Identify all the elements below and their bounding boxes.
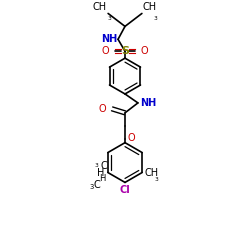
Text: CH: CH — [143, 2, 157, 12]
Text: C: C — [101, 162, 107, 172]
Text: $_3$C: $_3$C — [89, 178, 102, 192]
Text: Cl: Cl — [120, 186, 130, 196]
Text: O: O — [98, 104, 106, 114]
Text: CH: CH — [144, 168, 158, 178]
Text: S: S — [121, 46, 129, 56]
Text: CH: CH — [93, 2, 107, 12]
Text: $_3$: $_3$ — [154, 176, 160, 184]
Text: NH: NH — [140, 98, 156, 108]
Text: O: O — [141, 46, 148, 56]
Text: H: H — [100, 174, 106, 184]
Text: H: H — [98, 168, 105, 178]
Text: NH: NH — [101, 34, 117, 44]
Text: O: O — [128, 133, 136, 143]
Text: $_3$: $_3$ — [94, 162, 100, 170]
Text: $_3$: $_3$ — [153, 14, 158, 24]
Text: $_3$: $_3$ — [107, 14, 112, 24]
Text: O: O — [102, 46, 109, 56]
